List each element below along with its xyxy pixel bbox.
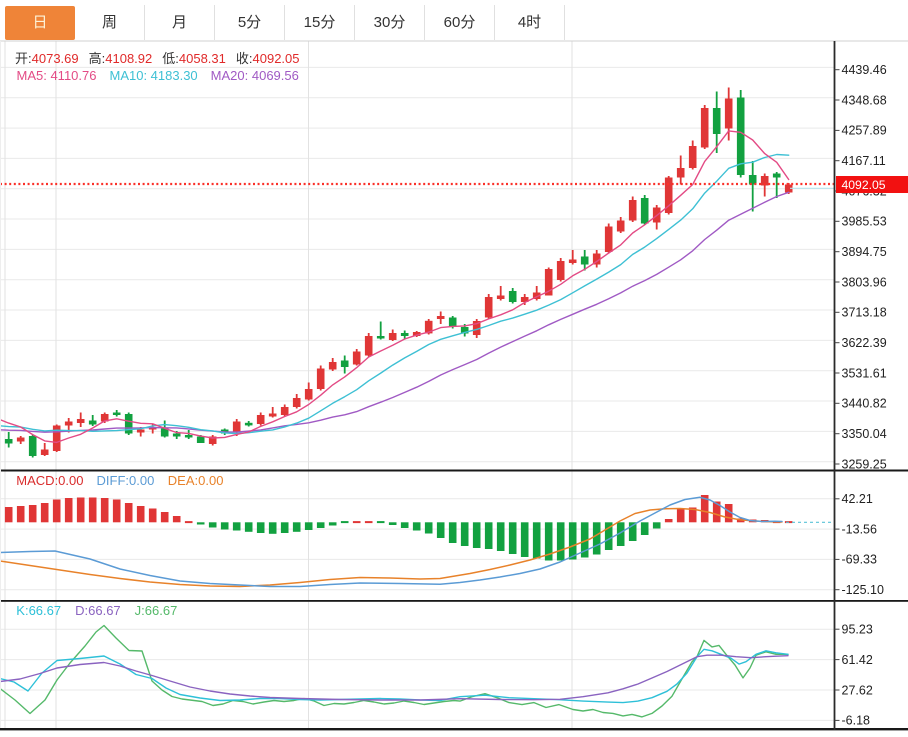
svg-text:95.23: 95.23	[842, 623, 873, 637]
svg-text:3531.61: 3531.61	[842, 366, 887, 380]
svg-text:-6.18: -6.18	[842, 714, 871, 728]
svg-text:3713.18: 3713.18	[842, 306, 887, 320]
svg-text:3622.39: 3622.39	[842, 336, 887, 350]
svg-text:3803.96: 3803.96	[842, 275, 887, 289]
svg-text:-13.56: -13.56	[842, 522, 877, 536]
svg-text:4167.11: 4167.11	[842, 154, 886, 168]
svg-text:27.62: 27.62	[842, 683, 873, 697]
svg-text:-125.10: -125.10	[842, 583, 884, 597]
svg-text:3985.53: 3985.53	[842, 215, 887, 229]
svg-text:3440.82: 3440.82	[842, 397, 887, 411]
svg-text:61.42: 61.42	[842, 653, 873, 667]
svg-text:42.21: 42.21	[842, 492, 873, 506]
svg-text:-69.33: -69.33	[842, 553, 877, 567]
svg-text:4257.89: 4257.89	[842, 124, 887, 138]
svg-text:4439.46: 4439.46	[842, 63, 887, 77]
svg-text:4348.68: 4348.68	[842, 93, 887, 107]
svg-text:3259.25: 3259.25	[842, 457, 887, 471]
svg-text:4092.05: 4092.05	[842, 178, 886, 192]
svg-text:3894.75: 3894.75	[842, 245, 887, 259]
svg-text:3350.04: 3350.04	[842, 427, 887, 441]
